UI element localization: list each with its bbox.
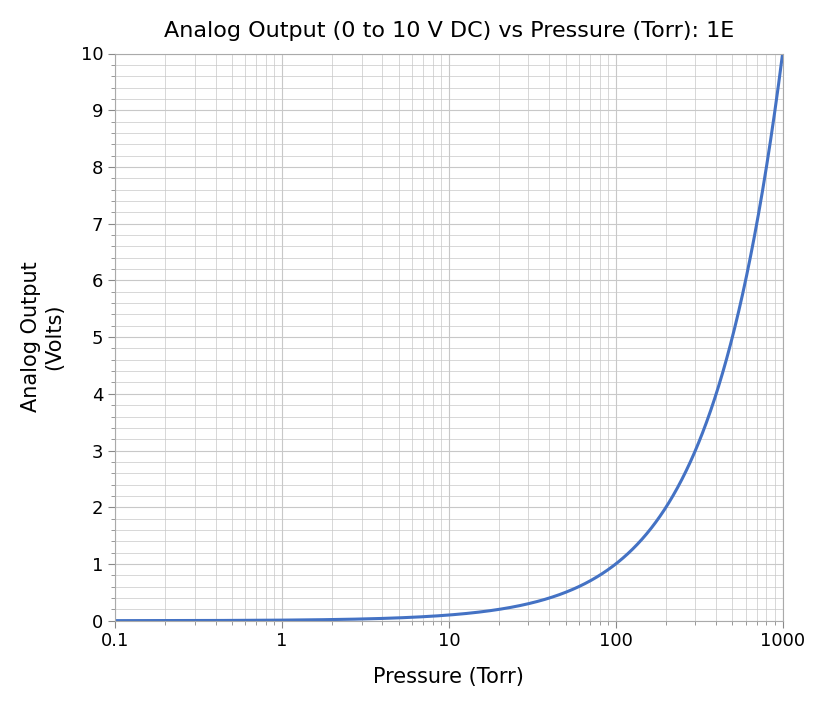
X-axis label: Pressure (Torr): Pressure (Torr) xyxy=(373,667,525,687)
Title: Analog Output (0 to 10 V DC) vs Pressure (Torr): 1E: Analog Output (0 to 10 V DC) vs Pressure… xyxy=(164,21,734,41)
Y-axis label: Analog Output
(Volts): Analog Output (Volts) xyxy=(21,262,64,413)
